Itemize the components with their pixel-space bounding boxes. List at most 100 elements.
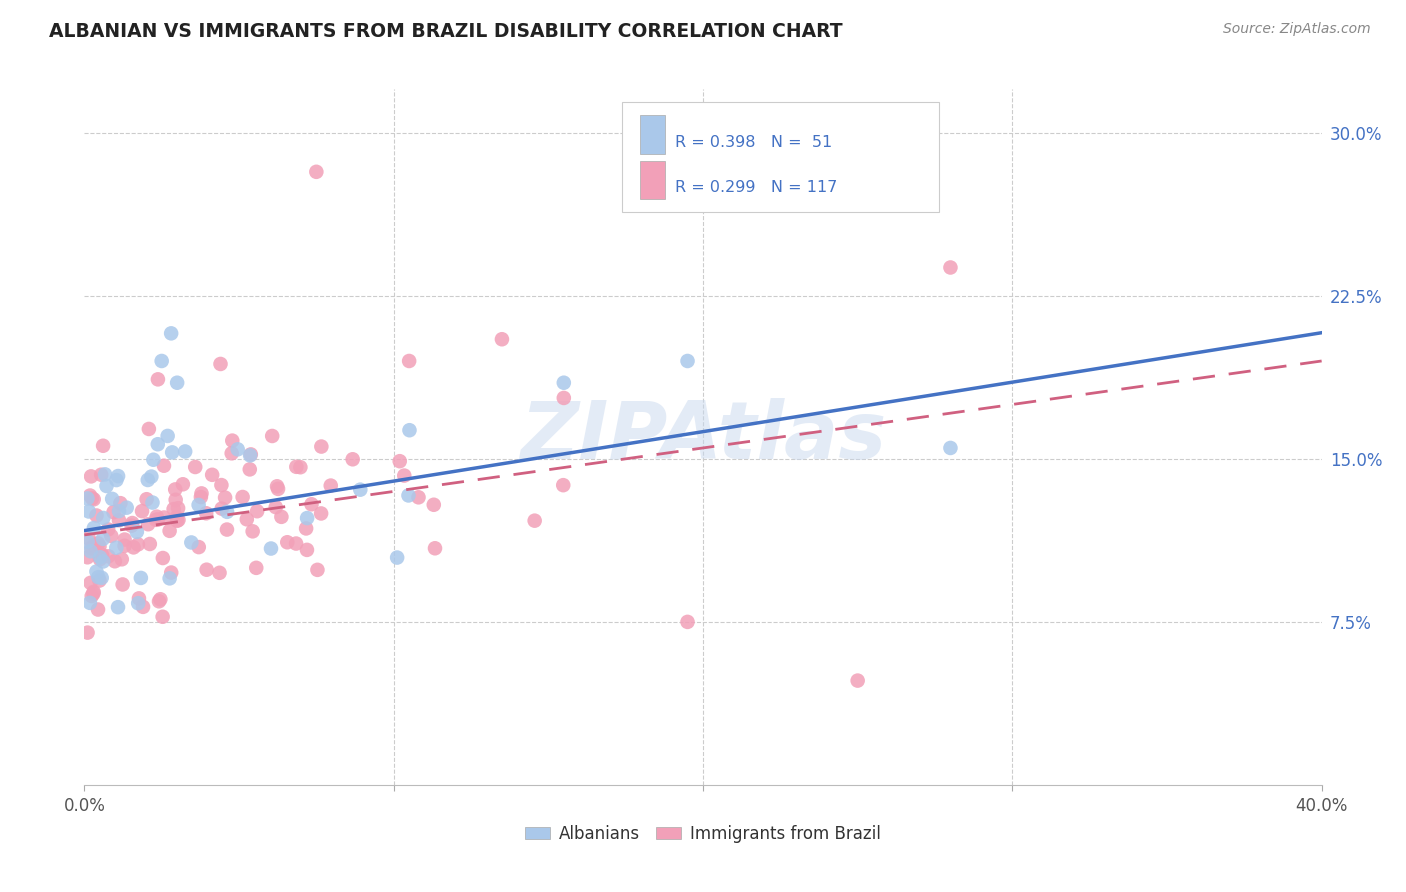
Point	[305, 165, 328, 179]
Text: Source: ZipAtlas.com: Source: ZipAtlas.com	[1223, 22, 1371, 37]
Point	[105, 473, 128, 487]
Point	[83, 539, 105, 553]
Point	[190, 486, 212, 500]
Point	[236, 512, 259, 526]
Point	[553, 478, 575, 492]
Point	[285, 536, 308, 550]
Point	[103, 505, 125, 519]
Point	[309, 507, 332, 521]
Point	[307, 563, 329, 577]
Point	[160, 326, 183, 341]
Point	[398, 423, 420, 437]
Point	[187, 540, 209, 554]
Point	[76, 534, 98, 549]
Point	[90, 467, 112, 482]
Point	[408, 491, 430, 505]
Point	[209, 478, 232, 492]
Point	[491, 332, 513, 346]
Point	[89, 574, 111, 588]
Point	[89, 539, 111, 553]
Point	[166, 510, 188, 524]
Point	[245, 561, 267, 575]
Point	[149, 592, 172, 607]
Point	[96, 479, 118, 493]
Point	[160, 566, 183, 580]
Point	[135, 492, 157, 507]
Text: ALBANIAN VS IMMIGRANTS FROM BRAZIL DISABILITY CORRELATION CHART: ALBANIAN VS IMMIGRANTS FROM BRAZIL DISAB…	[49, 22, 842, 41]
Point	[77, 504, 100, 518]
Point	[79, 544, 101, 558]
Point	[79, 596, 101, 610]
Point	[86, 508, 108, 523]
Point	[79, 489, 101, 503]
Point	[939, 260, 962, 275]
Point	[125, 524, 148, 539]
Point	[162, 502, 184, 516]
Point	[146, 512, 169, 526]
Point	[97, 523, 120, 537]
Point	[146, 437, 169, 451]
Point	[127, 537, 149, 551]
Point	[141, 495, 163, 509]
Point	[239, 449, 262, 463]
Point	[79, 575, 101, 590]
Point	[342, 452, 364, 467]
Point	[142, 452, 165, 467]
Point	[270, 509, 292, 524]
Point	[91, 511, 114, 525]
Point	[166, 376, 188, 390]
Point	[311, 440, 333, 454]
Point	[121, 516, 143, 530]
Point	[215, 523, 238, 537]
Point	[76, 625, 98, 640]
Point	[290, 460, 312, 475]
Point	[114, 539, 136, 553]
Text: ZIPAtlas: ZIPAtlas	[520, 398, 886, 476]
Point	[159, 524, 181, 538]
Text: R = 0.299   N = 117: R = 0.299 N = 117	[675, 180, 838, 195]
Point	[115, 500, 138, 515]
Point	[77, 532, 100, 546]
Point	[89, 550, 111, 565]
Point	[86, 565, 108, 579]
Point	[91, 532, 114, 546]
Point	[90, 571, 112, 585]
Point	[136, 473, 159, 487]
Point	[91, 439, 114, 453]
Point	[232, 490, 254, 504]
Point	[167, 513, 190, 527]
Point	[398, 354, 420, 368]
Point	[214, 491, 236, 505]
Point	[122, 541, 145, 555]
Point	[267, 482, 290, 496]
Point	[104, 554, 127, 568]
Point	[939, 441, 962, 455]
Point	[553, 391, 575, 405]
Point	[167, 501, 190, 516]
Text: R = 0.398   N =  51: R = 0.398 N = 51	[675, 135, 832, 150]
Point	[266, 479, 288, 493]
Point	[676, 615, 699, 629]
Point	[166, 514, 188, 528]
Point	[108, 504, 131, 518]
Point	[87, 602, 110, 616]
Point	[76, 491, 98, 506]
Point	[111, 577, 134, 591]
Point	[94, 467, 117, 482]
Point	[91, 548, 114, 562]
Point	[107, 469, 129, 483]
Point	[211, 501, 233, 516]
Point	[145, 513, 167, 527]
Point	[423, 498, 446, 512]
Point	[153, 510, 176, 524]
Point	[195, 563, 218, 577]
Point	[295, 511, 318, 525]
Point	[553, 376, 575, 390]
Point	[180, 535, 202, 549]
Point	[385, 550, 408, 565]
Point	[319, 478, 342, 492]
Point	[148, 594, 170, 608]
Point	[114, 533, 136, 547]
Point	[156, 429, 179, 443]
Point	[105, 541, 128, 555]
